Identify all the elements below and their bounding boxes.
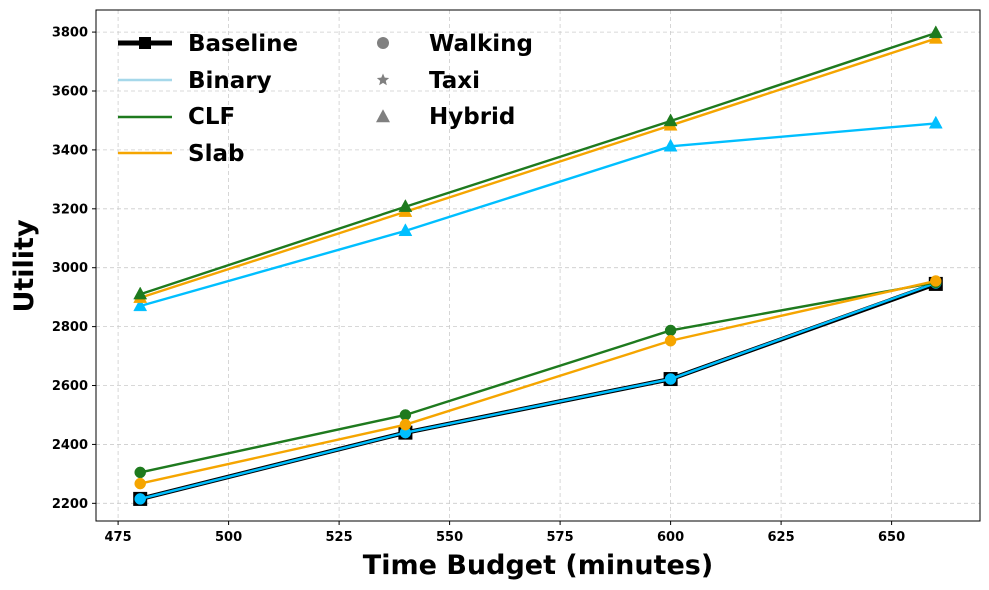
y-tick-label: 2600: [52, 379, 88, 394]
series-line: [139, 122, 936, 308]
legend-label-clf: CLF: [188, 104, 235, 130]
x-tick-label: 525: [326, 530, 353, 545]
y-tick-label: 3800: [52, 26, 88, 41]
series-line: [139, 279, 937, 485]
series-clf-hybrid: [133, 25, 943, 300]
y-tick-label: 2400: [52, 438, 88, 453]
data-point: [134, 493, 146, 505]
legend-modes: [376, 37, 390, 123]
data-point: [398, 223, 413, 237]
legend-marker-taxi: [376, 73, 390, 86]
series-line: [139, 281, 937, 474]
y-tick-label: 3600: [52, 84, 88, 99]
y-tick-label: 2800: [52, 320, 88, 335]
data-point: [134, 466, 146, 479]
series-line: [139, 31, 937, 296]
legend-label-baseline: Baseline: [188, 31, 298, 57]
data-point: [663, 113, 678, 127]
legend-marker-hybrid: [376, 109, 390, 123]
legend-label-walking: Walking: [429, 31, 533, 57]
series-slab-hybrid: [133, 30, 943, 303]
data-point: [930, 275, 942, 287]
x-axis-label: Time Budget (minutes): [363, 550, 713, 581]
legend-methods: [118, 37, 172, 155]
x-tick-label: 475: [105, 530, 132, 545]
data-point: [398, 199, 413, 212]
x-tick-label: 500: [215, 530, 242, 545]
legend: Baseline Binary CLF Slab Walking Taxi Hy…: [118, 31, 533, 167]
data-point: [664, 373, 677, 385]
data-point: [134, 477, 146, 490]
legend-label-hybrid: Hybrid: [429, 104, 515, 130]
data-point: [399, 418, 412, 431]
data-point: [664, 335, 677, 347]
data-point: [133, 298, 148, 312]
legend-label-slab: Slab: [188, 141, 244, 167]
data-point: [663, 138, 678, 152]
x-tick-label: 625: [768, 530, 795, 545]
legend-marker-baseline: [139, 37, 151, 49]
data-point: [133, 286, 148, 300]
data-point: [664, 324, 677, 337]
legend-marker-walking: [377, 37, 389, 49]
series-baseline-walking: [133, 276, 943, 506]
y-tick-label: 2200: [52, 497, 88, 512]
data-point: [928, 25, 943, 39]
data-point: [399, 409, 412, 421]
y-tick-label: 3000: [52, 261, 88, 276]
series-binary-walking: [134, 277, 942, 505]
x-tick-label: 550: [436, 530, 463, 545]
data-point: [928, 115, 943, 129]
axis-ticks: 475 500 525 550 575 600 625 650 2200 2400 2600 2800…: [52, 26, 905, 545]
series-lines: [133, 25, 943, 506]
legend-label-binary: Binary: [188, 68, 272, 94]
legend-label-taxi: Taxi: [429, 68, 480, 94]
grid-lines: [96, 10, 980, 521]
series-line: [139, 281, 937, 502]
series-line: [139, 37, 937, 299]
x-tick-label: 600: [657, 530, 684, 545]
plot-frame: [95, 9, 981, 522]
y-tick-label: 3200: [52, 202, 88, 217]
series-binary-hybrid: [133, 115, 943, 312]
x-tick-label: 650: [878, 530, 905, 545]
series-line: [139, 281, 937, 501]
series-slab-walking: [134, 275, 942, 490]
y-tick-label: 3400: [52, 143, 88, 158]
x-tick-label: 575: [547, 530, 574, 545]
y-axis-label: Utility: [9, 219, 40, 313]
